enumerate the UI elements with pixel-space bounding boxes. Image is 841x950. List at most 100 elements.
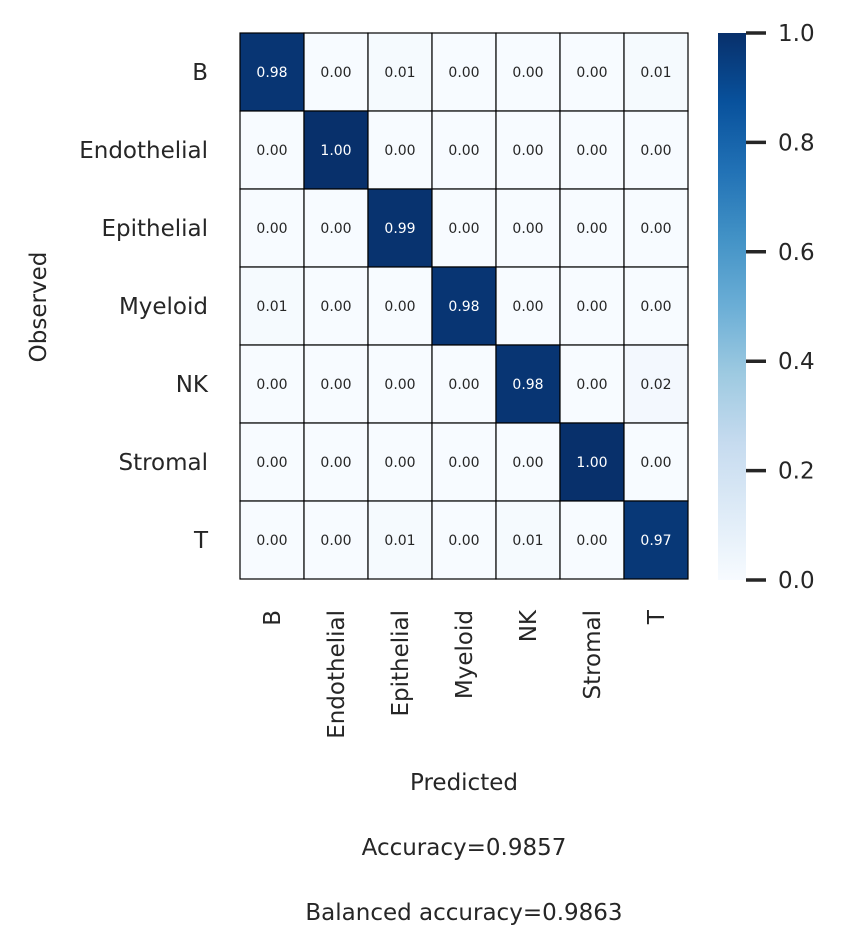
- cell-value-label: 0.00: [576, 143, 607, 159]
- cell-value-label: 0.98: [256, 65, 287, 81]
- cell-value-label: 0.00: [384, 299, 415, 315]
- accuracy-annotation: Accuracy=0.9857: [362, 835, 567, 861]
- y-tick-label: NK: [176, 372, 209, 398]
- heatmap-cell: [239, 266, 305, 346]
- cell-value-label: 0.00: [640, 299, 671, 315]
- heatmap-cell: [367, 32, 433, 112]
- heatmap-cell: [431, 266, 497, 346]
- cell-value-label: 0.00: [512, 65, 543, 81]
- x-tick-label: T: [644, 609, 670, 625]
- heatmap-cell: [367, 344, 433, 424]
- cell-value-label: 0.00: [448, 143, 479, 159]
- heatmap-cell: [559, 500, 625, 580]
- colorbar-tick-label: 0.2: [778, 459, 815, 485]
- cell-value-label: 0.98: [448, 299, 479, 315]
- cell-value-label: 0.00: [512, 143, 543, 159]
- cell-value-label: 0.98: [512, 377, 543, 393]
- x-tick-label: Endothelial: [324, 610, 350, 739]
- cell-value-label: 0.01: [384, 533, 415, 549]
- heatmap-cell: [239, 500, 305, 580]
- cell-value-label: 0.97: [640, 533, 671, 549]
- heatmap-cell: [559, 32, 625, 112]
- cell-value-label: 0.00: [576, 221, 607, 237]
- cell-value-label: 0.00: [448, 377, 479, 393]
- heatmap-cell: [431, 422, 497, 502]
- heatmap-cell: [623, 422, 689, 502]
- cell-value-label: 0.00: [256, 143, 287, 159]
- cell-value-label: 0.00: [448, 65, 479, 81]
- heatmap-cell: [431, 188, 497, 268]
- colorbar-tick-label: 0.4: [778, 349, 815, 375]
- cell-value-label: 0.02: [640, 377, 671, 393]
- x-tick-label: B: [260, 610, 286, 626]
- cell-value-label: 0.00: [640, 455, 671, 471]
- cell-value-label: 0.00: [256, 455, 287, 471]
- colorbar-tick-label: 0.6: [778, 240, 815, 266]
- x-tick-label: Stromal: [580, 610, 606, 700]
- y-tick-label: T: [193, 528, 209, 554]
- x-tick-label: NK: [516, 609, 542, 642]
- cell-value-label: 0.00: [320, 221, 351, 237]
- heatmap-cell: [559, 266, 625, 346]
- heatmap-cell: [303, 188, 369, 268]
- heatmap-cell: [431, 500, 497, 580]
- heatmap-cell: [239, 344, 305, 424]
- heatmap-cells: 0.98 0.00 0.01 0.00 0.00 0.00 0.01 0.00 1.00 0.00…: [239, 32, 689, 580]
- y-tick-label: Epithelial: [101, 216, 208, 242]
- x-tick-label: Myeloid: [452, 610, 478, 699]
- heatmap-cell: [303, 32, 369, 112]
- heatmap-cell: [239, 32, 305, 112]
- cell-value-label: 0.00: [256, 533, 287, 549]
- x-tick-labels: B Endothelial Epithelial Myeloid NK Stromal T: [260, 609, 670, 739]
- cell-value-label: 0.00: [448, 221, 479, 237]
- cell-value-label: 0.00: [320, 65, 351, 81]
- y-axis-label: Observed: [26, 252, 52, 363]
- colorbar-tick-label: 0.8: [778, 130, 815, 156]
- balanced-accuracy-annotation: Balanced accuracy=0.9863: [305, 900, 622, 926]
- cell-value-label: 0.01: [512, 533, 543, 549]
- cell-value-label: 0.00: [320, 533, 351, 549]
- cell-value-label: 0.00: [384, 455, 415, 471]
- heatmap-cell: [239, 110, 305, 190]
- heatmap-cell: [623, 188, 689, 268]
- colorbar-tick-label: 0.0: [778, 568, 815, 594]
- colorbar: 0.0 0.2 0.4 0.6 0.8 1.0: [718, 21, 815, 594]
- y-tick-label: B: [192, 60, 208, 86]
- heatmap-cell: [367, 110, 433, 190]
- cell-value-label: 0.00: [640, 143, 671, 159]
- x-tick-label: Epithelial: [388, 610, 414, 717]
- cell-value-label: 0.00: [384, 143, 415, 159]
- heatmap-cell: [495, 188, 561, 268]
- cell-value-label: 0.00: [320, 299, 351, 315]
- y-tick-label: Stromal: [118, 450, 208, 476]
- cell-value-label: 0.00: [256, 377, 287, 393]
- heatmap-cell: [303, 266, 369, 346]
- heatmap-cell: [623, 110, 689, 190]
- cell-value-label: 1.00: [320, 143, 351, 159]
- heatmap-cell: [495, 110, 561, 190]
- cell-value-label: 0.00: [512, 455, 543, 471]
- cell-value-label: 0.00: [256, 221, 287, 237]
- cell-value-label: 1.00: [576, 455, 607, 471]
- heatmap-cell: [559, 188, 625, 268]
- heatmap-cell: [495, 422, 561, 502]
- cell-value-label: 0.01: [384, 65, 415, 81]
- y-tick-labels: B Endothelial Epithelial Myeloid NK Stromal T: [79, 60, 209, 554]
- cell-value-label: 0.00: [576, 299, 607, 315]
- heatmap-cell: [367, 500, 433, 580]
- cell-value-label: 0.00: [320, 455, 351, 471]
- colorbar-tick-label: 1.0: [778, 21, 815, 47]
- cell-value-label: 0.00: [640, 221, 671, 237]
- cell-value-label: 0.00: [576, 377, 607, 393]
- heatmap-cell: [623, 500, 689, 580]
- cell-value-label: 0.00: [448, 455, 479, 471]
- cell-value-label: 0.01: [640, 65, 671, 81]
- heatmap-cell: [623, 266, 689, 346]
- cell-value-label: 0.00: [384, 377, 415, 393]
- x-axis-label: Predicted: [410, 770, 518, 796]
- heatmap-cell: [303, 422, 369, 502]
- colorbar-gradient: [718, 33, 746, 580]
- cell-value-label: 0.00: [576, 65, 607, 81]
- heatmap-cell: [495, 500, 561, 580]
